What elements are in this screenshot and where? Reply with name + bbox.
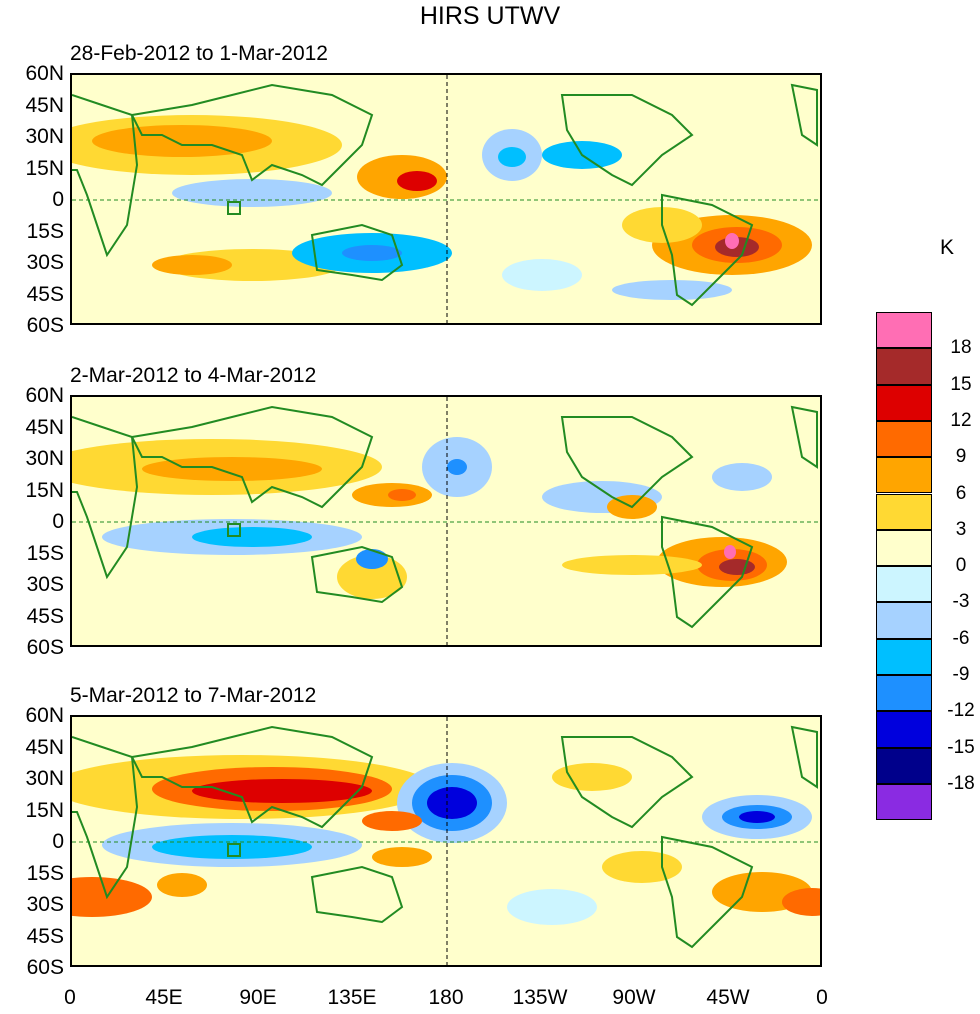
lat-label: 45S bbox=[26, 924, 64, 948]
map-panel-3 bbox=[70, 715, 822, 967]
coastline bbox=[130, 405, 374, 509]
lon-label: 45E bbox=[145, 986, 183, 1009]
colorbar-swatch bbox=[876, 529, 932, 567]
colorbar-swatch bbox=[876, 312, 932, 349]
colorbar-label: 15 bbox=[950, 373, 972, 395]
lon-label: 135W bbox=[512, 986, 568, 1009]
anomaly-field-2 bbox=[72, 397, 820, 645]
lat-label: 15S bbox=[26, 541, 64, 565]
panel-1-title: 28-Feb-2012 to 1-Mar-2012 bbox=[70, 42, 328, 65]
lat-label: 60N bbox=[25, 62, 64, 85]
colorbar-label: 0 bbox=[955, 555, 967, 577]
lat-label: 45N bbox=[25, 415, 64, 439]
lat-label: 15N bbox=[25, 156, 64, 180]
colorbar-swatch bbox=[876, 747, 932, 784]
colorbar-swatch bbox=[876, 675, 932, 712]
colorbar-label: -9 bbox=[952, 664, 970, 685]
lat-label: 30S bbox=[26, 893, 64, 916]
colorbar-label: -12 bbox=[947, 700, 975, 722]
coastline bbox=[661, 515, 754, 629]
coastline bbox=[790, 83, 818, 147]
lat-label: 30N bbox=[25, 767, 64, 790]
colorbar-label: 3 bbox=[955, 518, 967, 540]
coastline bbox=[310, 223, 404, 282]
anomaly-field-3 bbox=[72, 717, 820, 965]
region-box bbox=[227, 201, 241, 215]
lat-label: 60S bbox=[26, 636, 64, 659]
colorbar-label: 18 bbox=[950, 337, 972, 359]
lat-label: 30N bbox=[25, 125, 64, 148]
lat-label: 45N bbox=[25, 735, 64, 759]
coastline bbox=[790, 405, 818, 469]
colorbar-label: -6 bbox=[952, 627, 970, 649]
figure-title: HIRS UTWV bbox=[419, 2, 561, 30]
coastline bbox=[661, 193, 754, 307]
lat-label: 30N bbox=[25, 447, 64, 470]
map-panel-2 bbox=[70, 395, 822, 647]
colorbar-swatch bbox=[876, 457, 932, 494]
colorbar-label: 9 bbox=[955, 446, 967, 468]
colorbar-swatch bbox=[876, 783, 932, 821]
lon-label: 0 bbox=[816, 986, 828, 1009]
colorbar-units: K bbox=[940, 236, 955, 259]
coastline bbox=[310, 545, 404, 604]
lat-label: 15N bbox=[25, 798, 64, 822]
lat-label: 60S bbox=[26, 956, 64, 979]
region-box bbox=[227, 523, 241, 537]
lat-label: 60N bbox=[25, 704, 64, 727]
lat-label: 60S bbox=[26, 314, 64, 337]
anomaly-field-1 bbox=[72, 75, 820, 323]
lat-label: 45S bbox=[26, 282, 64, 306]
colorbar-swatch bbox=[876, 493, 932, 530]
coastline bbox=[72, 736, 139, 900]
lat-label: 0 bbox=[52, 188, 64, 211]
coastline bbox=[560, 416, 694, 509]
lon-label: 90E bbox=[239, 986, 277, 1009]
lat-label: 45N bbox=[25, 93, 64, 117]
lat-label: 30S bbox=[26, 251, 64, 274]
coastline bbox=[72, 416, 139, 580]
coastline bbox=[790, 725, 818, 789]
colorbar-label: -3 bbox=[952, 591, 970, 613]
colorbar-swatch bbox=[876, 602, 932, 639]
coastline bbox=[130, 725, 374, 829]
lat-label: 15S bbox=[26, 861, 64, 885]
lon-label: 135E bbox=[327, 986, 377, 1009]
colorbar-label: -15 bbox=[947, 736, 975, 758]
region-box bbox=[227, 843, 241, 857]
colorbar-swatch bbox=[876, 566, 932, 603]
coastline bbox=[560, 94, 694, 187]
lon-label: 90W bbox=[612, 986, 656, 1009]
colorbar-label: 12 bbox=[950, 409, 972, 431]
colorbar-label: -18 bbox=[947, 772, 975, 794]
panel-3-title: 5-Mar-2012 to 7-Mar-2012 bbox=[70, 684, 317, 707]
coastline bbox=[661, 835, 754, 949]
colorbar-swatch bbox=[876, 420, 932, 458]
colorbar-swatch bbox=[876, 711, 932, 748]
lat-label: 15S bbox=[26, 219, 64, 243]
panel-2-title: 2-Mar-2012 to 4-Mar-2012 bbox=[70, 364, 317, 387]
coastline bbox=[130, 83, 374, 187]
coastline bbox=[310, 865, 404, 924]
colorbar-label: 6 bbox=[955, 482, 967, 504]
map-panel-1 bbox=[70, 73, 822, 325]
lat-label: 15N bbox=[25, 478, 64, 502]
lat-label: 60N bbox=[25, 384, 64, 407]
lon-label: 0 bbox=[64, 986, 76, 1009]
lon-label: 45W bbox=[706, 986, 750, 1009]
colorbar-swatch bbox=[876, 384, 932, 421]
lon-label: 180 bbox=[428, 986, 464, 1009]
lat-label: 0 bbox=[52, 830, 64, 853]
coastline bbox=[560, 736, 694, 829]
lat-label: 45S bbox=[26, 604, 64, 628]
lat-label: 30S bbox=[26, 573, 64, 596]
coastline bbox=[72, 94, 139, 258]
colorbar-swatch bbox=[876, 348, 932, 385]
colorbar-swatch bbox=[876, 638, 932, 675]
lat-label: 0 bbox=[52, 510, 64, 533]
